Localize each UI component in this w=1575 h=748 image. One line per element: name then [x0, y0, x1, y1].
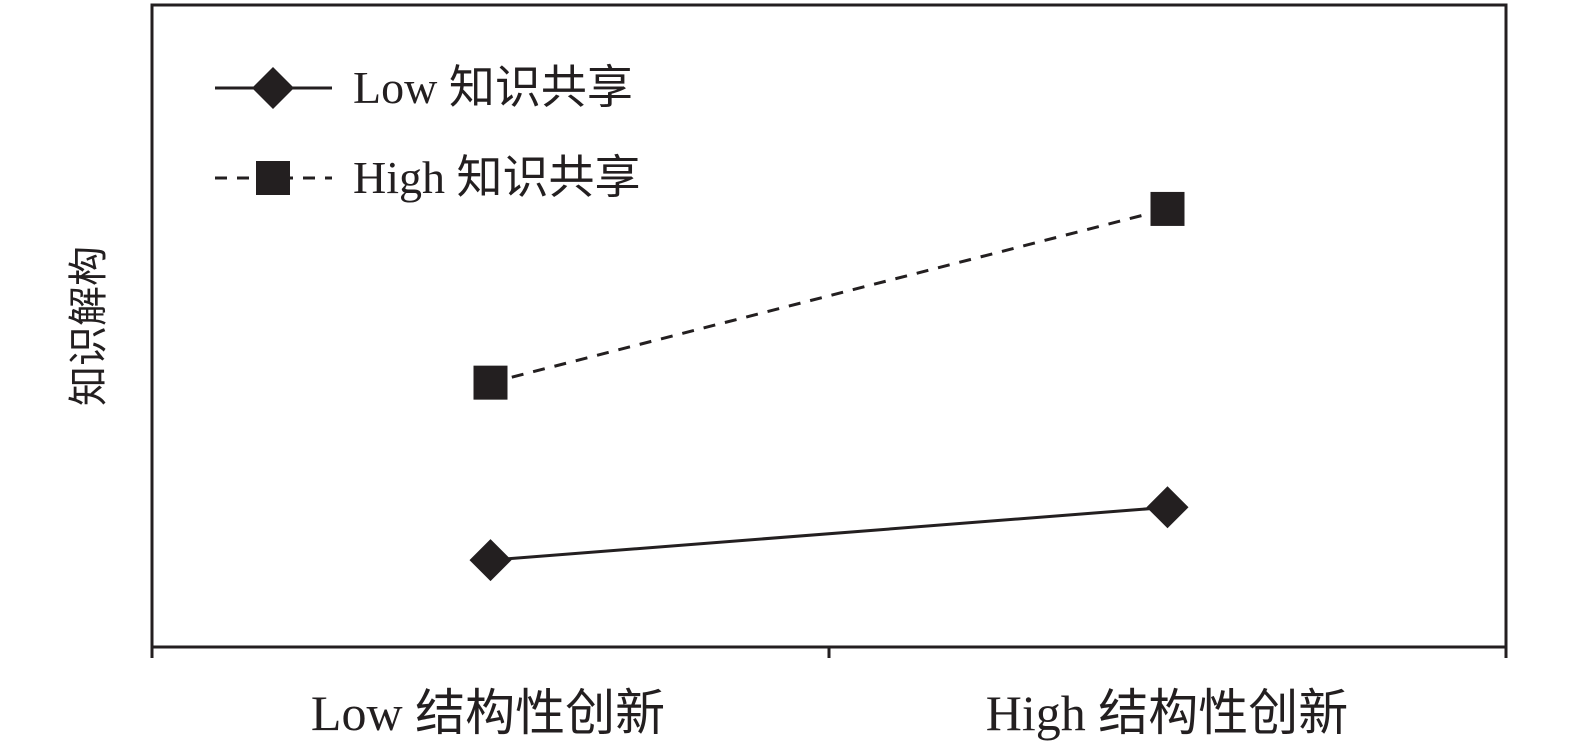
legend-item-low: Low 知识共享 — [215, 62, 633, 113]
legend-diamond-marker — [252, 67, 294, 109]
legend-item-high: High 知识共享 — [215, 152, 641, 203]
series-1-point-0 — [473, 365, 508, 400]
x-tick-label-high: High 结构性创新 — [986, 685, 1349, 741]
series-0-point-1 — [1146, 486, 1189, 529]
series-line-0 — [490, 505, 1168, 562]
series-0-point-0 — [469, 539, 512, 582]
series-1-point-1 — [1150, 191, 1185, 226]
legend-label-high: High 知识共享 — [353, 152, 641, 203]
series-layer — [469, 191, 1189, 582]
legend: Low 知识共享 High 知识共享 — [215, 62, 641, 203]
legend-label-low: Low 知识共享 — [353, 62, 633, 113]
x-tick-label-low: Low 结构性创新 — [311, 685, 665, 741]
legend-square-marker — [256, 161, 290, 195]
y-axis-label: 知识解构 — [66, 246, 111, 406]
series-line-1 — [490, 207, 1168, 385]
